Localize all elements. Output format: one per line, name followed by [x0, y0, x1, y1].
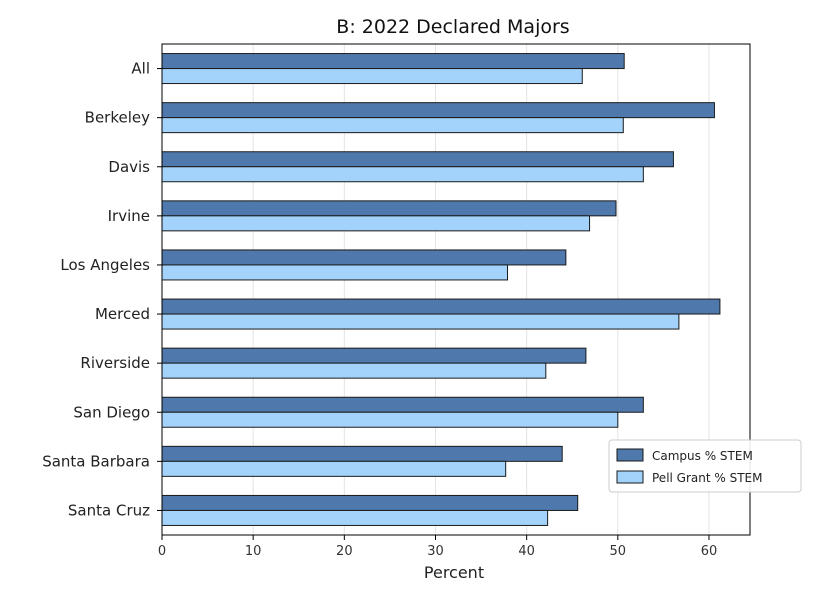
- bar-pell-riverside: [161, 362, 547, 379]
- x-tick-label: 50: [610, 544, 627, 559]
- bar-campus-san-diego: [161, 396, 644, 413]
- legend-swatch: [616, 448, 644, 462]
- bar-pell-los-angeles: [161, 264, 509, 281]
- bar-campus-all: [161, 53, 625, 70]
- y-category-label: All: [131, 60, 150, 78]
- bar-campus-los-angeles: [161, 249, 567, 266]
- plot-frame: [161, 43, 751, 536]
- bar-pell-santa-cruz: [161, 509, 549, 526]
- x-tick-label: 60: [701, 544, 718, 559]
- x-tick-label: 0: [158, 544, 166, 559]
- y-category-label: San Diego: [73, 403, 150, 421]
- y-category-label: Riverside: [80, 354, 150, 372]
- bar-pell-san-diego: [161, 411, 619, 428]
- y-category-label: Davis: [108, 158, 150, 176]
- bar-campus-berkeley: [161, 102, 715, 119]
- bar-pell-berkeley: [161, 117, 624, 134]
- bar-pell-davis: [161, 166, 644, 183]
- bar-campus-santa-barbara: [161, 445, 563, 462]
- y-category-label: Merced: [95, 305, 150, 323]
- x-tick-label: 40: [518, 544, 535, 559]
- bar-campus-irvine: [161, 200, 617, 217]
- bar-campus-riverside: [161, 347, 587, 364]
- y-category-labels: All Berkeley Davis Irvine Los Angeles Merced R…: [42, 60, 162, 519]
- y-category-label: Irvine: [108, 207, 150, 225]
- x-tick-label: 10: [245, 544, 262, 559]
- x-tick-label: 20: [336, 544, 353, 559]
- legend-swatch: [616, 470, 644, 484]
- x-ticks: 0 10 20 30 40 50 60: [158, 535, 717, 559]
- x-axis-label: Percent: [424, 563, 484, 582]
- bar-pell-merced: [161, 313, 680, 330]
- bar-campus-davis: [161, 151, 674, 168]
- legend-box: [608, 439, 802, 493]
- bar-pell-santa-barbara: [161, 460, 507, 477]
- bar-pell-all: [161, 68, 583, 85]
- y-category-label: Los Angeles: [60, 256, 150, 274]
- legend: Campus % STEM Pell Grant % STEM: [608, 439, 802, 493]
- y-category-label: Berkeley: [85, 109, 150, 127]
- bars: [161, 53, 721, 526]
- chart-title: B: 2022 Declared Majors: [336, 16, 569, 38]
- bar-pell-irvine: [161, 215, 591, 232]
- x-tick-label: 30: [427, 544, 444, 559]
- y-category-label: Santa Cruz: [68, 501, 150, 519]
- legend-label: Pell Grant % STEM: [652, 471, 762, 485]
- y-category-label: Santa Barbara: [42, 452, 150, 470]
- bar-campus-merced: [161, 298, 721, 315]
- bar-campus-santa-cruz: [161, 494, 579, 511]
- legend-label: Campus % STEM: [652, 449, 753, 463]
